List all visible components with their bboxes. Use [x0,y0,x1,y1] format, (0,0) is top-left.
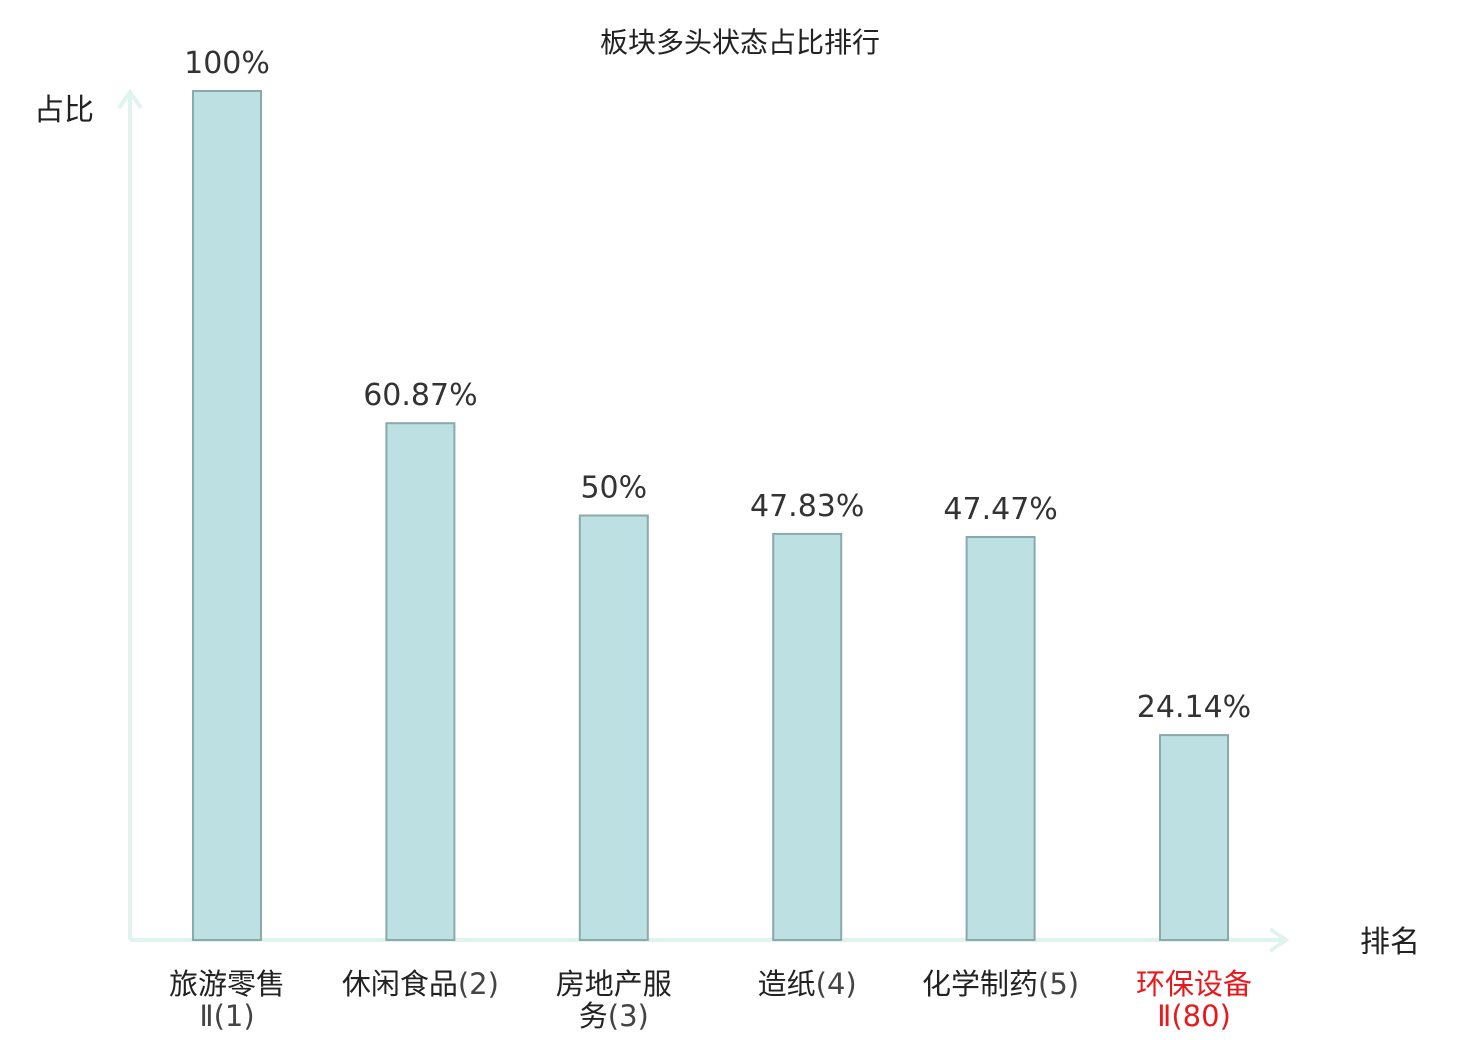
category-name: 休闲食品 [342,967,458,1001]
category-name: 环保设备 [1136,967,1252,1001]
category-label: Ⅱ(1) [199,999,254,1033]
bar-value-label: 24.14% [1137,690,1251,725]
chart-title: 板块多头状态占比排行 [600,26,880,59]
category-label: 造纸(4) [758,967,857,1001]
category-label: 务(3) [579,999,649,1033]
bar-value-label: 100% [184,46,270,81]
category-name: 务 [579,999,608,1033]
category-rank: (2) [458,967,499,1001]
bar [1159,734,1229,941]
category-rank: (5) [1038,967,1079,1001]
category-name: 房地产服 [556,967,672,1001]
category-name: 造纸 [758,967,816,1001]
y-axis: 占比 [34,88,143,940]
category-label: 旅游零售 [169,967,285,1001]
category-label: 环保设备 [1136,967,1252,1001]
value-labels: 100% 60.87% 50% 47.83% 47.47% 24.14% [184,46,1251,725]
category-label: Ⅱ(80) [1157,999,1231,1033]
category-rank: Ⅱ(1) [199,999,254,1033]
bar-value-label: 50% [580,471,647,506]
bar [192,90,262,941]
category-label: 房地产服 [556,967,672,1001]
bar-value-label: 47.47% [943,492,1057,527]
category-label: 化学制药(5) [922,967,1079,1001]
y-axis-title: 占比 [34,93,94,128]
bar [772,532,843,942]
bars [192,90,1229,942]
bar [965,536,1036,941]
category-name: 化学制药 [922,967,1038,1001]
x-axis-title: 排名 [1360,925,1420,960]
x-axis-arrow [1268,927,1290,953]
bar [578,514,649,941]
category-rank: (4) [816,967,857,1001]
category-rank: Ⅱ(80) [1157,999,1231,1033]
y-axis-arrow [117,88,143,110]
category-name: 旅游零售 [169,967,285,1001]
x-axis: 排名 [130,925,1420,960]
category-label: 休闲食品(2) [342,967,499,1001]
category-rank: (3) [608,999,649,1033]
bar [385,422,456,941]
bar-value-label: 47.83% [750,489,864,524]
bar-value-label: 60.87% [363,378,477,413]
